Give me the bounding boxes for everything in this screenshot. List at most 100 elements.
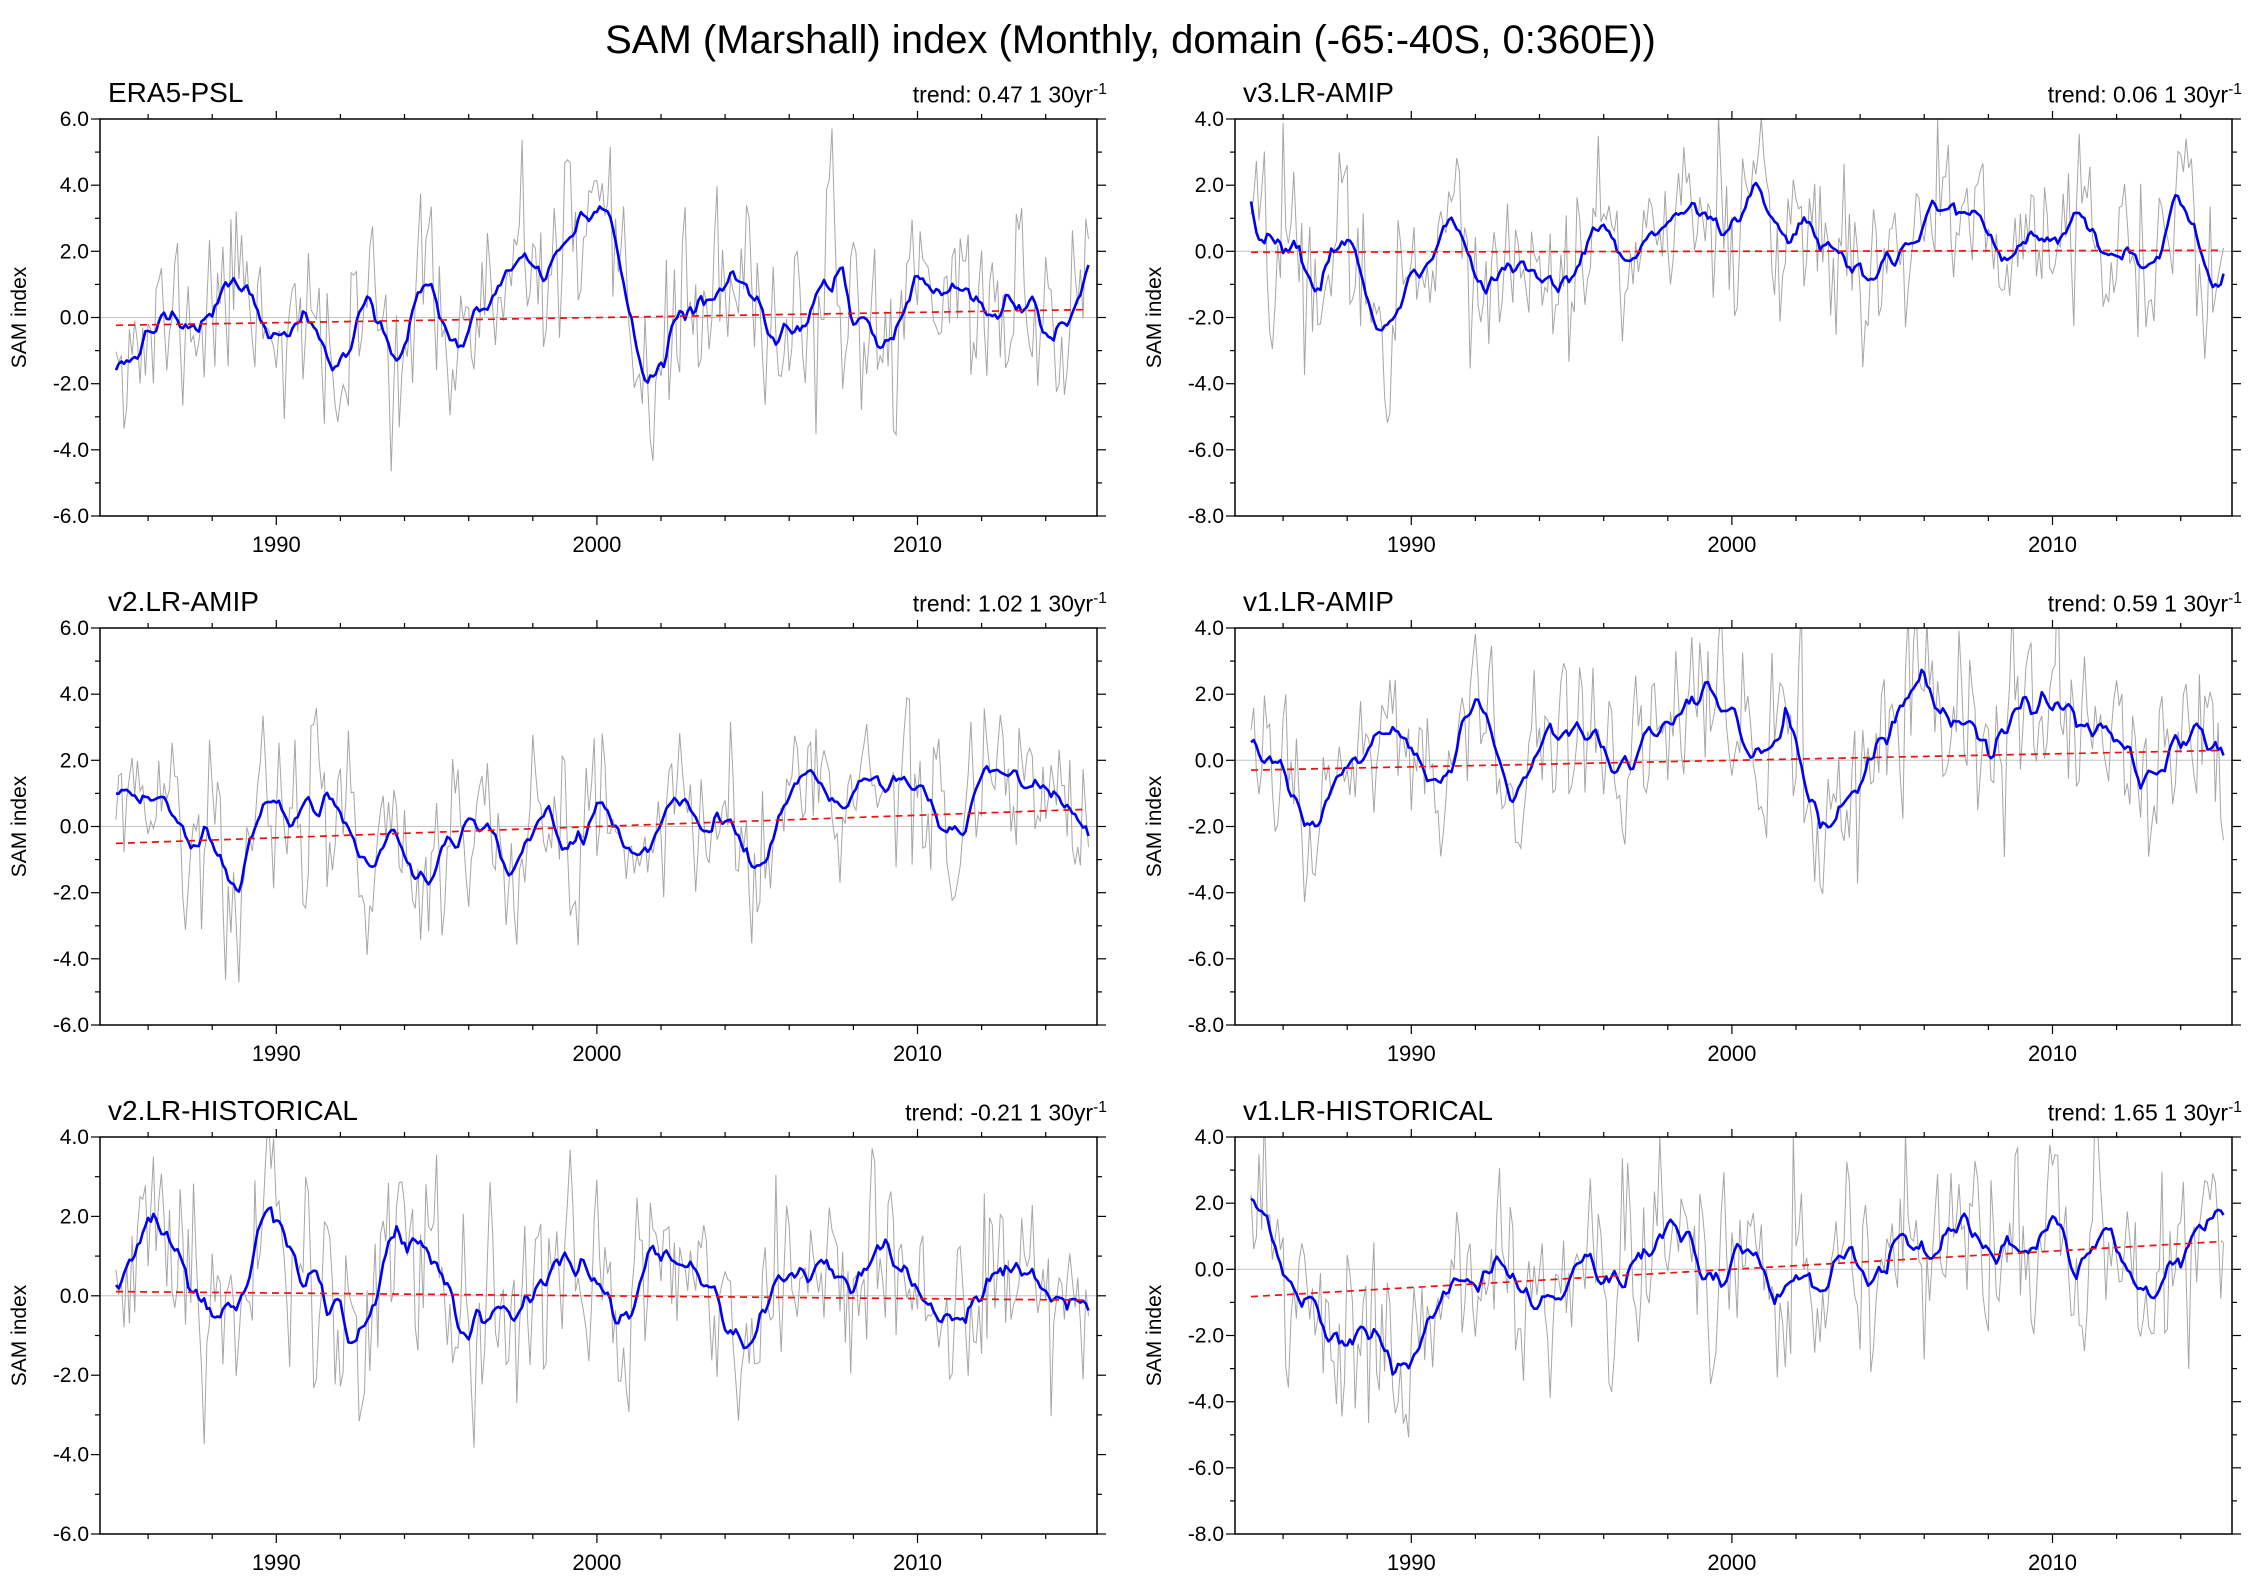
trend-text: trend: 1.65 1 30yr bbox=[2047, 1100, 2229, 1126]
panel-v1-lr-historical: v1.LR-HISTORICAL trend: 1.65 1 30yr-1 -8… bbox=[1143, 1091, 2248, 1584]
y-axis-label: SAM index bbox=[8, 775, 31, 877]
svg-text:-6.0: -6.0 bbox=[53, 505, 89, 528]
svg-text:2.0: 2.0 bbox=[60, 749, 89, 772]
trend-label: trend: 1.65 1 30yr-1 bbox=[2048, 1099, 2242, 1127]
panel-header: v2.LR-HISTORICAL trend: -0.21 1 30yr-1 bbox=[8, 1091, 1113, 1129]
trend-text: trend: 0.59 1 30yr bbox=[2047, 591, 2229, 617]
svg-text:-6.0: -6.0 bbox=[1188, 948, 1224, 971]
svg-text:4.0: 4.0 bbox=[1195, 111, 1224, 131]
y-axis-label: SAM index bbox=[8, 1284, 31, 1386]
panel-header: v1.LR-HISTORICAL trend: 1.65 1 30yr-1 bbox=[1143, 1091, 2248, 1129]
svg-text:2010: 2010 bbox=[2028, 1550, 2077, 1575]
svg-text:1990: 1990 bbox=[1387, 1550, 1436, 1575]
trend-exponent: -1 bbox=[1093, 81, 1107, 99]
trend-label: trend: -0.21 1 30yr-1 bbox=[905, 1099, 1107, 1127]
svg-text:1990: 1990 bbox=[1387, 1041, 1436, 1066]
svg-text:0.0: 0.0 bbox=[1195, 1258, 1224, 1281]
trend-exponent: -1 bbox=[1093, 1099, 1107, 1117]
y-axis-label: SAM index bbox=[1143, 775, 1166, 877]
svg-text:-4.0: -4.0 bbox=[53, 1444, 89, 1467]
svg-text:2000: 2000 bbox=[572, 1550, 621, 1575]
panel-era5-psl: ERA5-PSL trend: 0.47 1 30yr-1 -6.0 -4.0 -2… bbox=[8, 73, 1113, 566]
svg-text:-8.0: -8.0 bbox=[1188, 1014, 1224, 1037]
svg-text:2010: 2010 bbox=[893, 1550, 942, 1575]
panel-header: v3.LR-AMIP trend: 0.06 1 30yr-1 bbox=[1143, 73, 2248, 111]
panel-v1-lr-amip: v1.LR-AMIP trend: 0.59 1 30yr-1 -8.0 -6.0… bbox=[1143, 582, 2248, 1075]
svg-text:-2.0: -2.0 bbox=[53, 1364, 89, 1387]
svg-text:6.0: 6.0 bbox=[60, 620, 89, 640]
panel-title: v3.LR-AMIP bbox=[1243, 77, 1394, 108]
y-axis-label: SAM index bbox=[1143, 1284, 1166, 1386]
svg-text:0.0: 0.0 bbox=[60, 816, 89, 839]
trend-label: trend: 1.02 1 30yr-1 bbox=[913, 590, 1107, 618]
svg-text:2.0: 2.0 bbox=[1195, 174, 1224, 197]
panel-v3-lr-amip: v3.LR-AMIP trend: 0.06 1 30yr-1 -8.0 -6.0… bbox=[1143, 73, 2248, 566]
panel-header: v1.LR-AMIP trend: 0.59 1 30yr-1 bbox=[1143, 582, 2248, 620]
trend-text: trend: 1.02 1 30yr bbox=[912, 591, 1094, 617]
trend-text: trend: 0.06 1 30yr bbox=[2047, 82, 2229, 108]
figure-title: SAM (Marshall) index (Monthly, domain (-… bbox=[605, 18, 1656, 62]
svg-text:2000: 2000 bbox=[1707, 1550, 1756, 1575]
svg-text:-6.0: -6.0 bbox=[53, 1523, 89, 1546]
panel-title: v1.LR-HISTORICAL bbox=[1243, 1095, 1493, 1126]
trend-exponent: -1 bbox=[2228, 1099, 2242, 1117]
plot-v2-lr-amip: -6.0 -4.0 -2.0 0.0 2.0 4.0 6.0 1990 2000 2010 SAM … bbox=[8, 620, 1106, 1066]
panel-v2-lr-amip: v2.LR-AMIP trend: 1.02 1 30yr-1 -6.0 -4.0… bbox=[8, 582, 1113, 1075]
svg-text:-2.0: -2.0 bbox=[53, 373, 89, 396]
svg-text:-6.0: -6.0 bbox=[1188, 439, 1224, 462]
svg-text:1990: 1990 bbox=[252, 1041, 301, 1066]
svg-text:2000: 2000 bbox=[572, 532, 621, 557]
plot-v3-lr-amip: -8.0 -6.0 -4.0 -2.0 0.0 2.0 4.0 1990 2000 2010 SAM… bbox=[1143, 111, 2241, 557]
y-axis-label: SAM index bbox=[1143, 266, 1166, 368]
svg-text:2000: 2000 bbox=[1707, 1041, 1756, 1066]
svg-text:-4.0: -4.0 bbox=[1188, 882, 1224, 905]
trend-label: trend: 0.59 1 30yr-1 bbox=[2048, 590, 2242, 618]
svg-text:-2.0: -2.0 bbox=[1188, 1325, 1224, 1348]
panel-title: ERA5-PSL bbox=[108, 77, 244, 108]
svg-text:0.0: 0.0 bbox=[1195, 240, 1224, 263]
svg-text:-6.0: -6.0 bbox=[1188, 1457, 1224, 1480]
plot-era5-psl: -6.0 -4.0 -2.0 0.0 2.0 4.0 6.0 1990 2000 2010 SAM … bbox=[8, 111, 1106, 557]
plot-v1-lr-amip: -8.0 -6.0 -4.0 -2.0 0.0 2.0 4.0 1990 2000 2010 SAM… bbox=[1143, 620, 2241, 1066]
y-axis-label: SAM index bbox=[8, 266, 31, 368]
svg-text:2000: 2000 bbox=[572, 1041, 621, 1066]
panel-header: ERA5-PSL trend: 0.47 1 30yr-1 bbox=[8, 73, 1113, 111]
svg-text:-2.0: -2.0 bbox=[1188, 816, 1224, 839]
trend-exponent: -1 bbox=[1093, 590, 1107, 608]
svg-text:0.0: 0.0 bbox=[1195, 749, 1224, 772]
svg-text:2010: 2010 bbox=[2028, 1041, 2077, 1066]
svg-text:6.0: 6.0 bbox=[60, 111, 89, 131]
panel-v2-lr-historical: v2.LR-HISTORICAL trend: -0.21 1 30yr-1 -… bbox=[8, 1091, 1113, 1584]
svg-text:2010: 2010 bbox=[2028, 532, 2077, 557]
svg-text:-4.0: -4.0 bbox=[1188, 1391, 1224, 1414]
svg-text:-4.0: -4.0 bbox=[53, 948, 89, 971]
svg-text:1990: 1990 bbox=[252, 532, 301, 557]
svg-text:0.0: 0.0 bbox=[60, 307, 89, 330]
plot-v1-lr-historical: -8.0 -6.0 -4.0 -2.0 0.0 2.0 4.0 1990 2000 2010 SAM… bbox=[1143, 1129, 2241, 1575]
svg-text:4.0: 4.0 bbox=[1195, 1129, 1224, 1149]
svg-text:1990: 1990 bbox=[1387, 532, 1436, 557]
svg-text:0.0: 0.0 bbox=[60, 1285, 89, 1308]
trend-text: trend: -0.21 1 30yr bbox=[905, 1100, 1094, 1126]
svg-text:4.0: 4.0 bbox=[1195, 620, 1224, 640]
svg-text:4.0: 4.0 bbox=[60, 1129, 89, 1149]
svg-text:-4.0: -4.0 bbox=[53, 439, 89, 462]
svg-text:2010: 2010 bbox=[893, 532, 942, 557]
svg-text:2.0: 2.0 bbox=[1195, 683, 1224, 706]
trend-label: trend: 0.06 1 30yr-1 bbox=[2048, 81, 2242, 109]
svg-text:-2.0: -2.0 bbox=[1188, 307, 1224, 330]
trend-exponent: -1 bbox=[2228, 81, 2242, 99]
svg-text:4.0: 4.0 bbox=[60, 683, 89, 706]
panel-header: v2.LR-AMIP trend: 1.02 1 30yr-1 bbox=[8, 582, 1113, 620]
panel-grid: ERA5-PSL trend: 0.47 1 30yr-1 -6.0 -4.0 -2… bbox=[8, 73, 2253, 1584]
svg-text:2.0: 2.0 bbox=[60, 1205, 89, 1228]
svg-text:-4.0: -4.0 bbox=[1188, 373, 1224, 396]
svg-text:-6.0: -6.0 bbox=[53, 1014, 89, 1037]
panel-title: v2.LR-HISTORICAL bbox=[108, 1095, 358, 1126]
svg-text:2010: 2010 bbox=[893, 1041, 942, 1066]
svg-text:1990: 1990 bbox=[252, 1550, 301, 1575]
svg-text:-2.0: -2.0 bbox=[53, 882, 89, 905]
svg-text:-8.0: -8.0 bbox=[1188, 1523, 1224, 1546]
svg-text:4.0: 4.0 bbox=[60, 174, 89, 197]
